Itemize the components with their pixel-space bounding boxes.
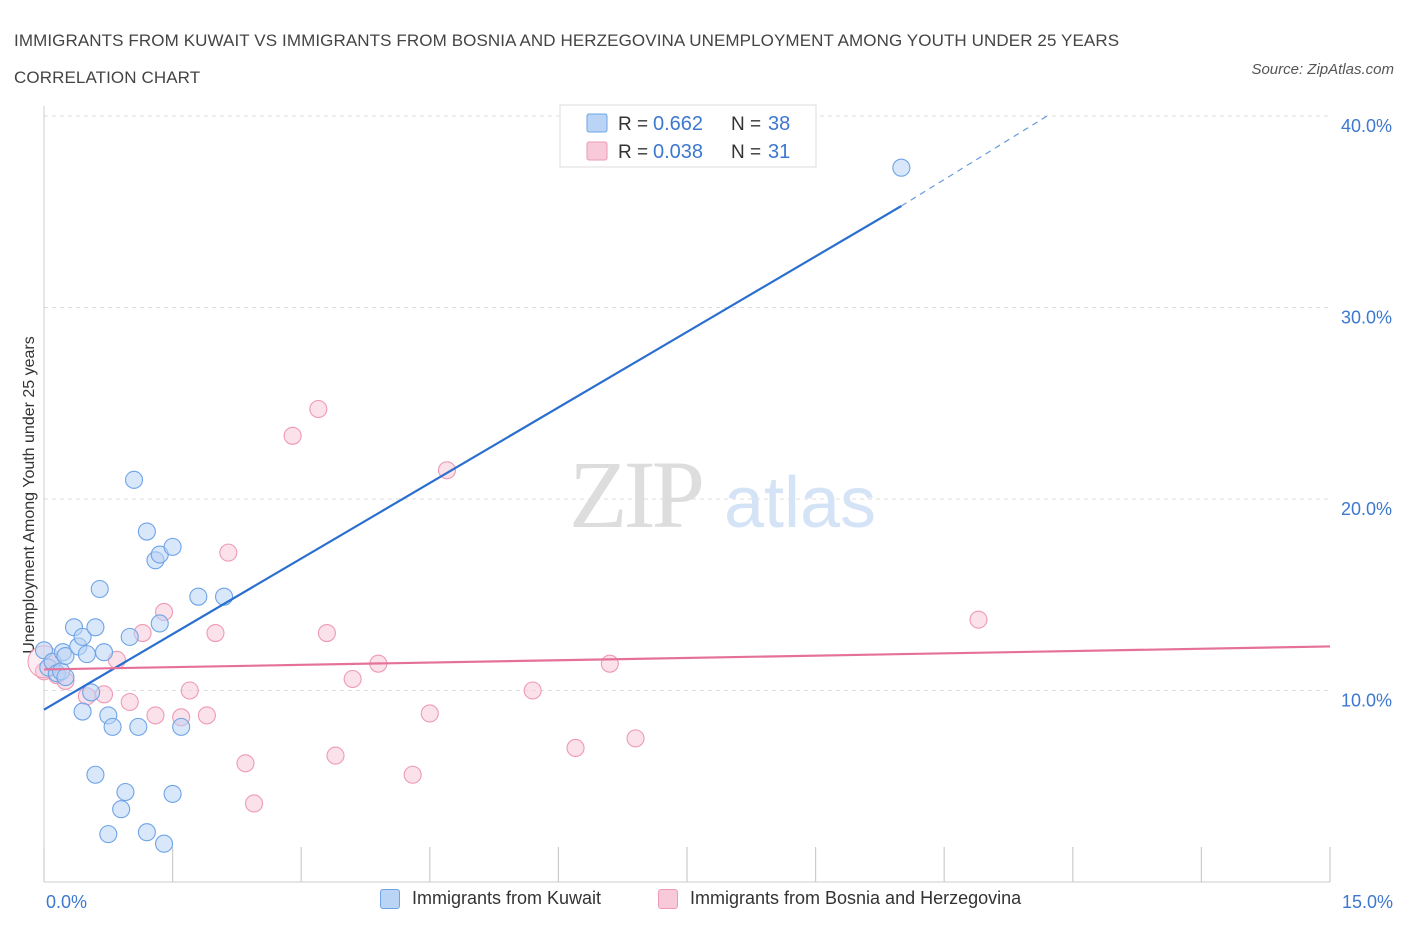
bosnia-point-25 bbox=[420, 704, 439, 723]
kuwait-points bbox=[34, 158, 911, 853]
bosnia-point-19 bbox=[309, 399, 328, 419]
kuwait-point-17 bbox=[103, 717, 122, 736]
kuwait-point-36 bbox=[56, 668, 75, 687]
kuwait-point-15 bbox=[94, 643, 114, 662]
kuwait-point-10 bbox=[77, 645, 96, 664]
kuwait-point-13 bbox=[90, 579, 109, 599]
bosnia-point-22 bbox=[343, 669, 362, 689]
kuwait-point-24 bbox=[150, 614, 169, 633]
y-tick-label-40: 40.0% bbox=[1341, 116, 1392, 136]
kuwait-point-18 bbox=[120, 627, 139, 646]
watermark-atlas: atlas bbox=[724, 463, 876, 543]
grid-lines bbox=[44, 115, 1330, 691]
legend-r-value-0: 0.662 bbox=[653, 113, 703, 135]
legend-r-value-1: 0.038 bbox=[653, 141, 703, 163]
kuwait-point-31 bbox=[112, 800, 131, 819]
axes bbox=[43, 106, 1331, 883]
bosnia-point-12 bbox=[180, 681, 199, 700]
kuwait-trend-extension bbox=[901, 115, 1048, 207]
kuwait-point-34 bbox=[163, 784, 182, 803]
chart-title: IMMIGRANTS FROM KUWAIT VS IMMIGRANTS FRO… bbox=[14, 31, 1120, 87]
kuwait-point-12 bbox=[86, 618, 105, 637]
legend-stats-swatch-0 bbox=[586, 113, 608, 133]
bosnia-point-21 bbox=[326, 746, 345, 765]
chart-source: Source: ZipAtlas.com bbox=[1251, 61, 1394, 78]
legend-item-bosnia[interactable]: Immigrants from Bosnia and Herzegovina bbox=[658, 888, 1021, 909]
trend-lines bbox=[43, 115, 1331, 711]
legend-r-label-0: R = bbox=[618, 114, 648, 135]
bosnia-point-20 bbox=[317, 623, 336, 643]
bosnia-point-15 bbox=[219, 543, 238, 562]
legend-n-label-0: N = bbox=[731, 114, 761, 135]
kuwait-point-27 bbox=[189, 587, 208, 606]
kuwait-point-6 bbox=[56, 646, 75, 666]
watermark-zip: ZIP bbox=[569, 441, 702, 548]
bosnia-point-31 bbox=[969, 610, 988, 629]
legend-bottom: Immigrants from Kuwait Immigrants from B… bbox=[0, 888, 1406, 916]
bosnia-point-14 bbox=[206, 623, 225, 643]
kuwait-point-35 bbox=[154, 834, 174, 853]
legend-r-label-1: R = bbox=[618, 142, 648, 163]
bosnia-point-27 bbox=[523, 681, 542, 700]
kuwait-point-25 bbox=[163, 537, 182, 556]
kuwait-point-21 bbox=[137, 522, 156, 541]
kuwait-point-9 bbox=[73, 627, 92, 646]
kuwait-point-20 bbox=[129, 717, 148, 736]
bosnia-trend-line bbox=[43, 645, 1331, 671]
legend-n-value-0: 38 bbox=[768, 113, 790, 135]
kuwait-point-37 bbox=[892, 158, 911, 177]
bosnia-point-18 bbox=[283, 426, 302, 445]
legend-n-label-1: N = bbox=[731, 142, 761, 163]
kuwait-trend-line bbox=[43, 205, 902, 711]
kuwait-point-30 bbox=[116, 782, 135, 802]
kuwait-point-26 bbox=[172, 717, 191, 736]
x-tick-label-max: 15.0% bbox=[1342, 892, 1393, 912]
kuwait-point-33 bbox=[137, 823, 156, 842]
kuwait-point-11 bbox=[82, 683, 101, 702]
legend-swatch-bosnia bbox=[658, 888, 678, 909]
legend-stats: R = 0.662 N = 38 R = 0.038 N = 31 bbox=[559, 104, 817, 168]
y-tick-label-20: 20.0% bbox=[1341, 499, 1392, 519]
watermark: ZIP atlas bbox=[569, 441, 876, 548]
tick-labels: 10.0% 20.0% 30.0% 40.0% 0.0% 15.0% bbox=[46, 116, 1393, 912]
bosnia-point-9 bbox=[146, 706, 165, 725]
y-tick-label-10: 10.0% bbox=[1341, 691, 1392, 711]
y-tick-label-30: 30.0% bbox=[1341, 308, 1392, 328]
kuwait-point-14 bbox=[73, 702, 92, 721]
bosnia-point-28 bbox=[566, 738, 585, 758]
legend-item-kuwait[interactable]: Immigrants from Kuwait bbox=[380, 888, 601, 909]
legend-label-kuwait: Immigrants from Kuwait bbox=[412, 888, 602, 908]
bosnia-point-30 bbox=[626, 729, 645, 748]
bosnia-point-17 bbox=[244, 794, 264, 813]
bosnia-point-16 bbox=[236, 754, 255, 773]
legend-label-bosnia: Immigrants from Bosnia and Herzegovina bbox=[690, 888, 1022, 908]
legend-swatch-kuwait bbox=[380, 888, 400, 909]
x-tick-label-min: 0.0% bbox=[46, 892, 87, 912]
kuwait-point-29 bbox=[86, 765, 105, 784]
bosnia-point-13 bbox=[197, 706, 216, 725]
bosnia-point-7 bbox=[120, 692, 139, 712]
kuwait-point-32 bbox=[99, 825, 118, 844]
bosnia-point-29 bbox=[600, 654, 619, 673]
legend-stats-swatch-1 bbox=[586, 141, 608, 161]
legend-n-value-1: 31 bbox=[768, 141, 790, 163]
bosnia-point-24 bbox=[403, 765, 422, 784]
kuwait-point-19 bbox=[124, 470, 144, 489]
